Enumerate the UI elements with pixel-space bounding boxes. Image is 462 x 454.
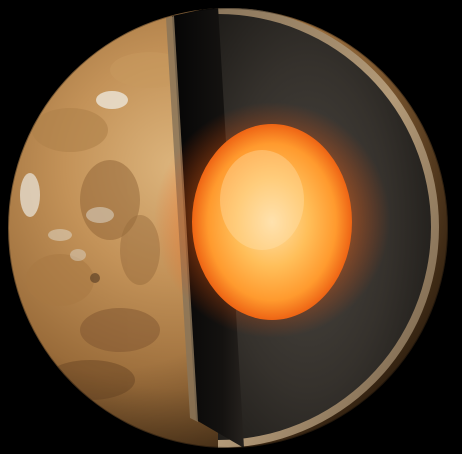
- core-sphere: [192, 124, 352, 320]
- planet-core: [154, 102, 390, 338]
